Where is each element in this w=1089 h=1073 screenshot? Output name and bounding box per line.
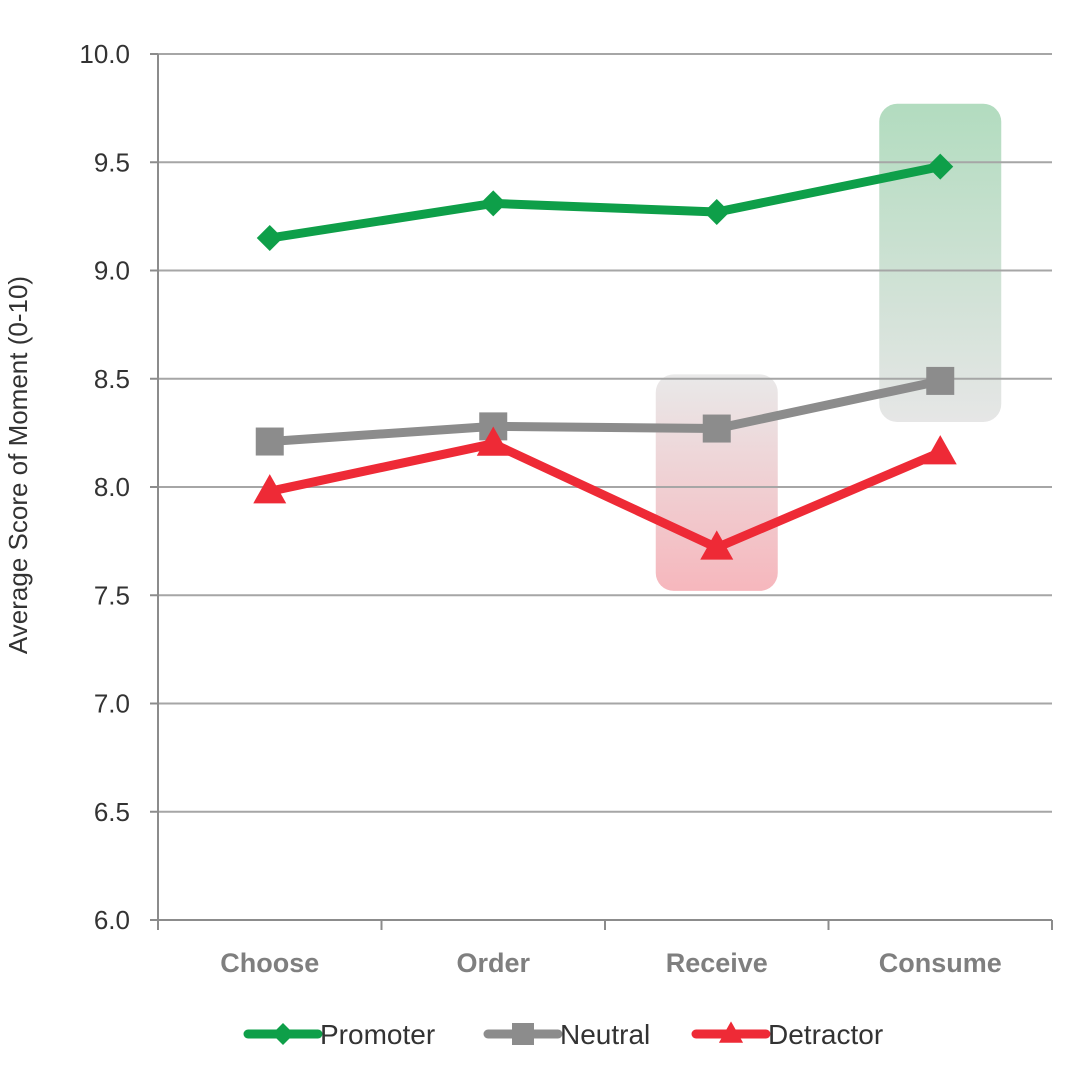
x-tick-label-consume: Consume xyxy=(879,948,1002,978)
point-promoter-order xyxy=(480,190,507,217)
y-tick-label: 7.5 xyxy=(94,580,130,610)
y-tick-label: 8.0 xyxy=(94,472,130,502)
y-tick-label: 10.0 xyxy=(79,39,130,69)
legend-item-neutral: Neutral xyxy=(483,1019,650,1050)
point-neutral-choose xyxy=(255,427,284,456)
point-detractor-order xyxy=(476,426,510,456)
series-line-promoter xyxy=(265,162,945,243)
point-promoter-receive xyxy=(703,199,730,226)
axes: 6.0 6.5 7.0 7.5 8.0 8.5 9.0 9.5 10.0 Choose Order R… xyxy=(79,39,1053,978)
highlight-bands xyxy=(655,103,1002,591)
legend-item-detractor: Detractor xyxy=(691,1019,883,1050)
x-tick-label-receive: Receive xyxy=(666,948,768,978)
series-neutral xyxy=(255,366,955,456)
legend-label-promoter: Promoter xyxy=(320,1019,435,1050)
x-tick-label-order: Order xyxy=(456,948,530,978)
legend-marker-promoter xyxy=(272,1023,294,1045)
highlight-band-consume xyxy=(879,103,1002,423)
y-axis-label: Average Score of Moment (0-10) xyxy=(3,276,33,654)
y-tick-label: 7.0 xyxy=(94,689,130,719)
point-detractor-receive xyxy=(700,530,734,560)
y-tick-label: 9.0 xyxy=(94,256,130,286)
legend-label-neutral: Neutral xyxy=(560,1019,650,1050)
x-tick-label-choose: Choose xyxy=(220,948,319,978)
series-detractor xyxy=(253,426,957,560)
point-promoter-choose xyxy=(256,225,283,252)
point-neutral-consume xyxy=(926,366,955,395)
legend-marker-neutral xyxy=(512,1023,534,1045)
legend-item-promoter: Promoter xyxy=(243,1019,435,1050)
series-line-detractor xyxy=(265,439,945,553)
y-tick-label: 6.5 xyxy=(94,797,130,827)
point-detractor-choose xyxy=(253,474,287,504)
point-detractor-consume xyxy=(923,435,957,465)
series-promoter xyxy=(256,153,954,252)
y-tick-label: 9.5 xyxy=(94,147,130,177)
point-neutral-receive xyxy=(702,414,731,443)
legend-label-detractor: Detractor xyxy=(768,1019,883,1050)
y-tick-label: 6.0 xyxy=(94,905,130,935)
gridlines xyxy=(158,53,1052,921)
legend: Promoter Neutral Detractor xyxy=(243,1019,883,1050)
series xyxy=(253,153,957,560)
point-promoter-consume xyxy=(927,153,954,180)
legend-marker-detractor xyxy=(718,1021,744,1043)
y-tick-label: 8.5 xyxy=(94,364,130,394)
series-line-neutral xyxy=(265,376,945,447)
